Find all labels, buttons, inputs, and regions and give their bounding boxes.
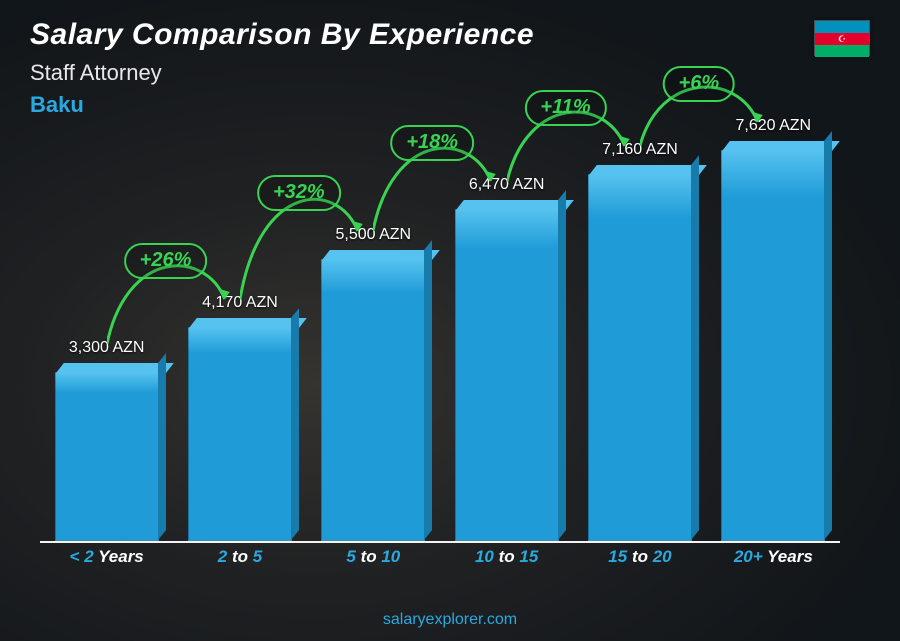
bar-col-2to5: 4,170 AZN <box>173 110 306 541</box>
flag-emblem: ☪︎ <box>815 33 869 45</box>
bar-value-lt2: 3,300 AZN <box>69 339 145 357</box>
bar-value-15to20: 7,160 AZN <box>602 141 678 159</box>
bar-2to5: 4,170 AZN <box>188 327 292 541</box>
bar-value-2to5: 4,170 AZN <box>202 294 278 312</box>
chart-subtitle: Staff Attorney <box>30 60 162 86</box>
x-label-2to5: 2 to 5 <box>173 543 306 571</box>
x-label-20plus: 20+ Years <box>707 543 840 571</box>
x-label-5to10: 5 to 10 <box>307 543 440 571</box>
bar-10to15: 6,470 AZN <box>455 209 559 541</box>
bar-chart: 3,300 AZN 4,170 AZN 5,500 AZN 6,470 AZN 7,16… <box>40 110 840 571</box>
infographic-canvas: Salary Comparison By Experience Staff At… <box>0 0 900 641</box>
delta-badge-4: +6% <box>663 66 736 102</box>
bar-col-lt2: 3,300 AZN <box>40 110 173 541</box>
x-label-lt2: < 2 Years <box>40 543 173 571</box>
x-labels-container: < 2 Years2 to 55 to 1010 to 1515 to 2020… <box>40 543 840 571</box>
x-label-15to20: 15 to 20 <box>573 543 706 571</box>
bar-col-20plus: 7,620 AZN <box>707 110 840 541</box>
bar-value-5to10: 5,500 AZN <box>336 226 412 244</box>
bar-20plus: 7,620 AZN <box>721 150 825 541</box>
flag-stripe-top <box>815 21 869 33</box>
country-flag-azerbaijan: ☪︎ <box>814 20 870 56</box>
delta-4-5: +6% <box>663 66 736 102</box>
footer-source: salaryexplorer.com <box>0 611 900 629</box>
flag-stripe-bot <box>815 45 869 57</box>
bar-value-20plus: 7,620 AZN <box>735 117 811 135</box>
bar-value-10to15: 6,470 AZN <box>469 176 545 194</box>
bar-15to20: 7,160 AZN <box>588 174 692 541</box>
bar-col-15to20: 7,160 AZN <box>573 110 706 541</box>
chart-title: Salary Comparison By Experience <box>30 18 534 52</box>
bar-col-5to10: 5,500 AZN <box>307 110 440 541</box>
bar-5to10: 5,500 AZN <box>321 259 425 541</box>
bar-col-10to15: 6,470 AZN <box>440 110 573 541</box>
x-label-10to15: 10 to 15 <box>440 543 573 571</box>
bar-lt2: 3,300 AZN <box>55 372 159 541</box>
bars-container: 3,300 AZN 4,170 AZN 5,500 AZN 6,470 AZN 7,16… <box>40 110 840 541</box>
